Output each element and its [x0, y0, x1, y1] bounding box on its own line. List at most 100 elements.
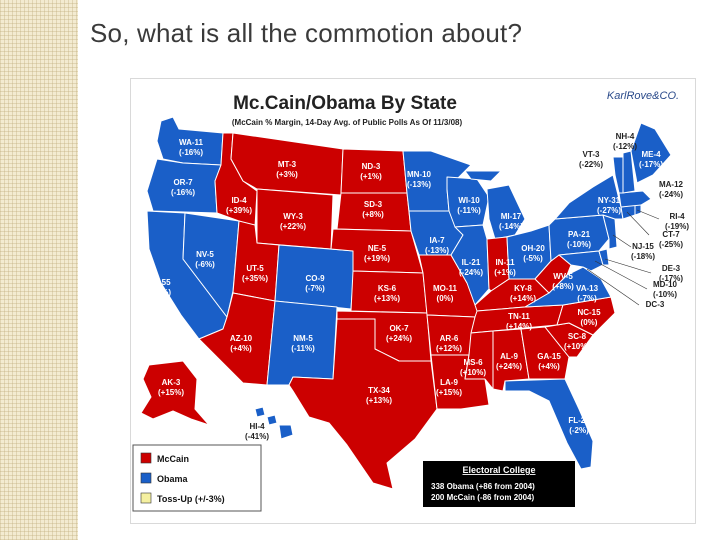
state-ma	[618, 190, 652, 208]
state-label-nv-5: NV-5	[196, 250, 214, 259]
state-label-wv-5: WV-5	[553, 272, 573, 281]
state-label-ok-7: OK-7	[389, 324, 409, 333]
state-margin-md-10: (-10%)	[653, 290, 677, 299]
state-margin-hi-4: (-41%)	[245, 432, 269, 441]
state-margin-nc-15: (0%)	[581, 318, 598, 327]
state-hi	[254, 406, 294, 440]
state-me	[630, 122, 672, 184]
state-label-ms-6: MS-6	[463, 358, 483, 367]
leader-line-dc	[586, 268, 640, 306]
state-margin-ks-6: (+13%)	[374, 294, 400, 303]
state-label-wy-3: WY-3	[283, 212, 303, 221]
electoral-map-svg: Mc.Cain/Obama By State (McCain % Margin,…	[132, 90, 689, 512]
state-label-ri-4: RI-4	[669, 212, 685, 221]
state-margin-sc-8: (+10%)	[564, 342, 590, 351]
legend-items: McCain Obama Toss-Up (+/-3%)	[140, 452, 225, 504]
state-margin-ga-15: (+4%)	[538, 362, 560, 371]
state-label-vt-3: VT-3	[583, 150, 600, 159]
decorative-side-pattern	[0, 0, 78, 540]
state-margin-ri-4: (-19%)	[665, 222, 689, 231]
legend-swatch-mccain	[140, 452, 152, 464]
state-label-wa-11: WA-11	[179, 138, 204, 147]
state-vt	[612, 156, 624, 194]
state-label-in-11: IN-11	[495, 258, 515, 267]
state-label-tn-11: TN-11	[508, 312, 530, 321]
state-label-tx-34: TX-34	[368, 386, 390, 395]
state-label-ca-55: CA-55	[147, 278, 171, 287]
state-label-nj-15: NJ-15	[632, 242, 654, 251]
state-label-md-10: MD-10	[653, 280, 678, 289]
state-margin-tx-34: (+13%)	[366, 396, 392, 405]
state-label-de-3: DE-3	[662, 264, 681, 273]
leader-line-de	[604, 258, 652, 274]
state-label-mt-3: MT-3	[278, 160, 297, 169]
state-label-ak-3: AK-3	[162, 378, 181, 387]
karl-rove-logo: KarlRove&CO.	[607, 90, 679, 102]
state-label-wi-10: WI-10	[458, 196, 480, 205]
legend-label-tossup: Toss-Up (+/-3%)	[157, 494, 225, 504]
electoral-college-title: Electoral College	[462, 465, 535, 475]
state-ri	[634, 204, 642, 216]
state-nh	[622, 150, 636, 194]
state-label-nc-15: NC-15	[577, 308, 601, 317]
leader-line-nj	[612, 234, 632, 248]
state-label-mo-11: MO-11	[433, 284, 458, 293]
state-label-az-10: AZ-10	[230, 334, 253, 343]
state-label-sd-3: SD-3	[364, 200, 383, 209]
state-margin-il-21: (-24%)	[459, 268, 483, 277]
state-margin-id-4: (+39%)	[226, 206, 252, 215]
state-label-sc-8: SC-8	[568, 332, 587, 341]
state-ga	[520, 326, 570, 380]
state-label-ks-6: KS-6	[378, 284, 397, 293]
electoral-obama-line: 338 Obama (+86 from 2004)	[431, 482, 535, 491]
state-nd	[340, 148, 408, 194]
state-label-dc-3: DC-3	[646, 300, 665, 309]
electoral-college-box	[423, 461, 575, 507]
state-margin-ma-12: (-24%)	[659, 190, 683, 199]
state-label-nm-5: NM-5	[293, 334, 313, 343]
state-label-al-9: AL-9	[500, 352, 518, 361]
leader-line-ct	[626, 211, 650, 236]
state-label-ma-12: MA-12	[659, 180, 684, 189]
state-margin-wa-11: (-16%)	[179, 148, 203, 157]
state-margin-la-9: (+15%)	[436, 388, 462, 397]
state-margin-nh-4: (-12%)	[613, 142, 637, 151]
leader-line-md	[594, 260, 648, 290]
state-margin-mt-3: (+3%)	[276, 170, 298, 179]
legend-swatch-tossup	[140, 492, 152, 504]
state-margin-sd-3: (+8%)	[362, 210, 384, 219]
state-label-co-9: CO-9	[305, 274, 325, 283]
state-margin-ne-5: (+19%)	[364, 254, 390, 263]
leader-line-ri	[636, 209, 660, 220]
state-label-nd-3: ND-3	[362, 162, 381, 171]
state-label-hi-4: HI-4	[249, 422, 265, 431]
state-margin-co-9: (-7%)	[305, 284, 325, 293]
state-margin-va-13: (-7%)	[577, 294, 597, 303]
state-label-ga-15: GA-15	[537, 352, 561, 361]
state-margin-de-3: (-17%)	[659, 274, 683, 283]
electoral-mccain-line: 200 McCain (-86 from 2004)	[431, 493, 534, 502]
state-margin-ms-6: (+10%)	[460, 368, 486, 377]
state-margin-ia-7: (-13%)	[425, 246, 449, 255]
state-margin-vt-3: (-22%)	[579, 160, 603, 169]
state-label-nh-4: NH-4	[616, 132, 635, 141]
state-label-ne-5: NE-5	[368, 244, 387, 253]
state-label-fl-27: FL-27	[568, 416, 590, 425]
state-margin-wv-5: (+8%)	[552, 282, 574, 291]
state-margin-ky-8: (+14%)	[510, 294, 536, 303]
state-margin-oh-20: (-5%)	[523, 254, 543, 263]
state-margin-wy-3: (+22%)	[280, 222, 306, 231]
state-label-oh-20: OH-20	[521, 244, 545, 253]
state-label-me-4: ME-4	[641, 150, 661, 159]
state-margin-fl-27: (-2%)	[569, 426, 589, 435]
state-margin-me-4: (-17%)	[639, 160, 663, 169]
state-margin-ca-55: (-24%)	[147, 288, 171, 297]
state-margin-ny-31: (-27%)	[597, 206, 621, 215]
map-title: Mc.Cain/Obama By State	[233, 93, 457, 114]
state-margin-in-11: (+1%)	[494, 268, 516, 277]
state-margin-ok-7: (+24%)	[386, 334, 412, 343]
state-margin-nd-3: (+1%)	[360, 172, 382, 181]
state-label-pa-21: PA-21	[568, 230, 591, 239]
state-label-ky-8: KY-8	[514, 284, 532, 293]
state-label-or-7: OR-7	[173, 178, 193, 187]
